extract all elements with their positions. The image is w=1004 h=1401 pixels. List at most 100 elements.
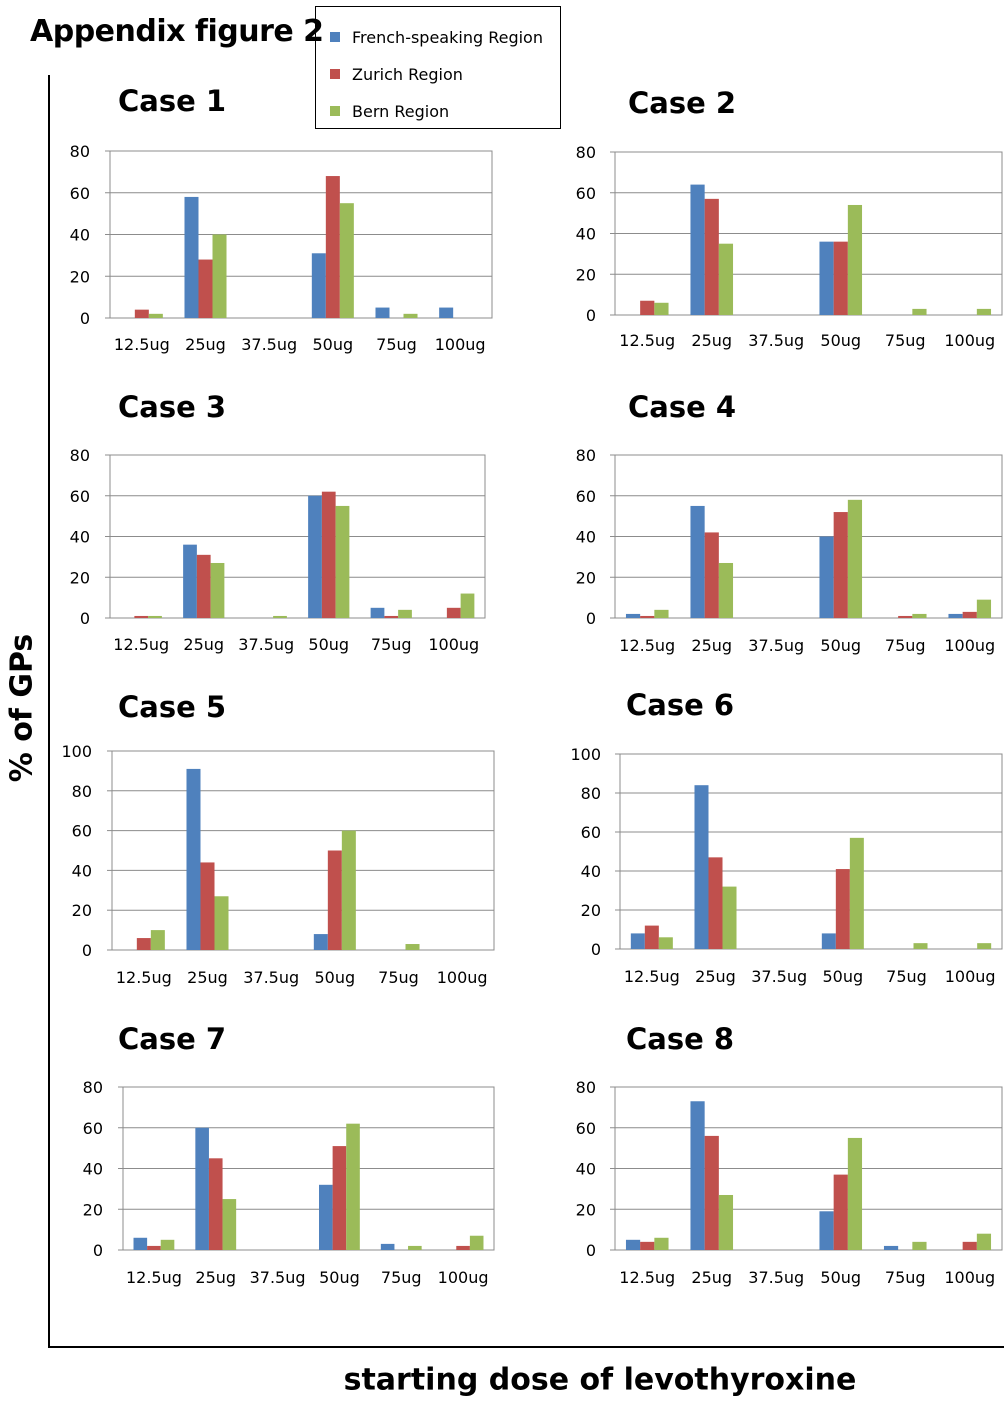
- legend: French-speaking Region Zurich Region Ber…: [315, 6, 561, 129]
- bar-french: [690, 505, 705, 618]
- bar-french: [375, 307, 390, 318]
- bar-zurich: [384, 615, 399, 618]
- case-7-title: Case 7: [118, 1022, 227, 1056]
- bar-bern: [912, 613, 927, 618]
- bar-zurich: [962, 1241, 977, 1250]
- case-1-chart: 0 20 40 60 80 12.5ug 25ug 37.5ug 50ug 75ug 100ug: [70, 142, 493, 354]
- x-tick-label: 37.5ug: [748, 636, 804, 655]
- x-tick-label: 50ug: [823, 967, 864, 986]
- case-6-chart: 0 20 40 60 80 100 12.5ug 25ug 37.5ug 50ug 75ug 100u…: [570, 745, 1003, 986]
- x-tick-label: 25ug: [185, 335, 226, 354]
- bar-zurich: [962, 611, 977, 618]
- bar-french: [133, 1237, 148, 1250]
- x-tick-label: 75ug: [885, 1268, 926, 1287]
- x-tick-label: 37.5ug: [748, 1268, 804, 1287]
- case-2-chart: 0 20 40 60 80 12.5ug 25ug 37.5ug 50ug 75ug 100ug: [576, 143, 1003, 350]
- case-2-title: Case 2: [628, 86, 737, 120]
- legend-swatch-french: [330, 32, 340, 42]
- bar-bern: [148, 615, 162, 618]
- y-tick-label: 20: [576, 568, 596, 587]
- bar-zurich: [332, 1146, 347, 1250]
- bar-bern: [339, 203, 354, 318]
- bar-zurich: [208, 1158, 223, 1250]
- bar-french: [370, 607, 385, 618]
- case-1-title: Case 1: [118, 84, 227, 118]
- bar-bern: [718, 243, 734, 315]
- bar-zurich: [134, 615, 149, 618]
- bar-french: [183, 544, 197, 618]
- x-tick-label: 37.5ug: [238, 635, 294, 654]
- x-tick-label: 100ug: [945, 967, 996, 986]
- y-tick-label: 0: [80, 609, 90, 628]
- y-tick-label: 20: [576, 1200, 596, 1219]
- y-tick-label: 0: [586, 1241, 596, 1260]
- frame-left-axis-line: [48, 75, 50, 1347]
- case-7-chart: 0 20 40 60 80 12.5ug 25ug 37.5ug 50ug 75ug 100ug: [83, 1078, 495, 1287]
- bar-bern: [847, 499, 863, 618]
- x-tick-label: 12.5ug: [619, 636, 675, 655]
- y-tick-label: 0: [82, 941, 92, 960]
- bar-zurich: [708, 857, 723, 949]
- x-tick-label: 75ug: [376, 335, 417, 354]
- x-tick-label: 25ug: [691, 636, 732, 655]
- bar-zurich: [196, 554, 211, 618]
- bar-bern: [222, 1199, 237, 1250]
- figure-title: Appendix figure 2: [30, 14, 324, 49]
- bar-bern: [335, 505, 350, 618]
- bar-french: [195, 1127, 209, 1250]
- bar-french: [821, 933, 836, 949]
- x-tick-label: 75ug: [371, 635, 412, 654]
- bar-zurich: [325, 176, 340, 318]
- bar-zurich: [446, 607, 461, 618]
- legend-item-french: French-speaking Region: [330, 25, 543, 49]
- y-tick-label: 60: [576, 1119, 596, 1138]
- x-tick-label: 25ug: [183, 635, 224, 654]
- bar-french: [694, 785, 709, 949]
- case-8-title: Case 8: [626, 1022, 735, 1056]
- bar-french: [311, 253, 326, 318]
- bar-zurich: [704, 198, 719, 315]
- bar-zurich: [327, 850, 342, 950]
- bar-bern: [977, 943, 992, 949]
- bar-zurich: [704, 532, 719, 618]
- y-tick-label: 40: [576, 225, 596, 244]
- bar-bern: [405, 944, 420, 950]
- y-tick-label: 100: [570, 745, 601, 764]
- x-tick-label: 100ug: [944, 636, 995, 655]
- bar-bern: [718, 562, 734, 618]
- case-4-chart: 0 20 40 60 80 12.5ug 25ug 37.5ug 50ug 75ug 100ug: [576, 446, 1003, 655]
- bar-bern: [849, 837, 864, 949]
- y-tick-label: 0: [586, 609, 596, 628]
- bar-bern: [976, 1233, 992, 1250]
- y-tick-label: 20: [72, 901, 92, 920]
- bar-french: [883, 1245, 899, 1250]
- bar-bern: [403, 313, 418, 318]
- x-tick-label: 100ug: [435, 335, 486, 354]
- bar-bern: [847, 204, 863, 315]
- bar-zurich: [456, 1245, 470, 1250]
- y-tick-label: 40: [70, 528, 90, 547]
- legend-label-zurich: Zurich Region: [352, 64, 463, 84]
- y-tick-label: 0: [591, 940, 601, 959]
- x-tick-label: 75ug: [378, 968, 419, 987]
- legend-swatch-zurich: [330, 69, 340, 79]
- bar-zurich: [835, 869, 850, 949]
- x-tick-label: 37.5ug: [241, 335, 297, 354]
- y-tick-label: 60: [72, 822, 92, 841]
- y-tick-label: 20: [70, 568, 90, 587]
- bar-french: [313, 934, 328, 950]
- bar-french: [819, 536, 834, 618]
- bar-bern: [214, 896, 229, 950]
- y-tick-label: 80: [70, 446, 90, 465]
- bar-zurich: [321, 491, 336, 618]
- x-tick-label: 37.5ug: [243, 968, 299, 987]
- plot-area: [111, 750, 495, 951]
- bar-french: [630, 933, 645, 949]
- bar-french: [184, 196, 199, 318]
- bar-bern: [976, 599, 992, 618]
- bar-french: [625, 1239, 641, 1250]
- x-tick-label: 12.5ug: [116, 968, 172, 987]
- y-tick-label: 60: [576, 184, 596, 203]
- x-tick-label: 100ug: [438, 1268, 489, 1287]
- y-tick-label: 60: [83, 1119, 103, 1138]
